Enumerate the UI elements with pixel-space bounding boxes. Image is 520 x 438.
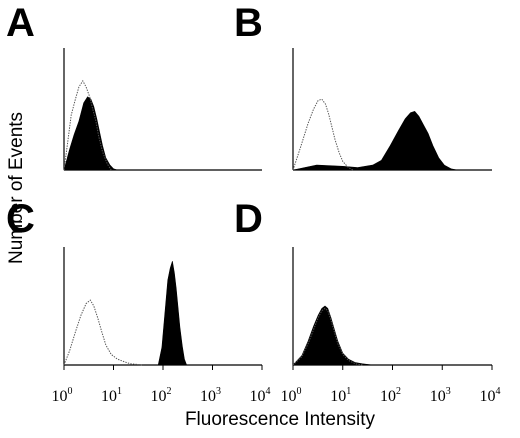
x-tick-label: 101 (330, 386, 351, 405)
panel-b: B (234, 1, 492, 171)
panel-letter: A (6, 1, 35, 45)
panel-letter: D (234, 197, 263, 241)
panel-c: C 100 101 102 103 104 (6, 197, 271, 405)
x-tick-label: 101 (101, 386, 122, 405)
x-tick-label: 100 (52, 386, 73, 405)
control-histogram-outline (63, 299, 144, 366)
x-tick-label: 104 (480, 386, 501, 405)
y-axis-title: Number of Events (6, 112, 27, 264)
filled-histogram (292, 111, 458, 171)
panel-d: D 100 101 102 103 104 (234, 197, 501, 405)
control-histogram-outline (292, 98, 354, 171)
control-histogram-outline (292, 307, 363, 366)
panel-letter: C (6, 197, 35, 241)
x-tick-label: 100 (281, 386, 302, 405)
panel-a: A (6, 1, 262, 171)
x-tick-label: 103 (200, 386, 221, 405)
filled-histogram (157, 261, 188, 366)
x-axis-title: Fluorescence Intensity (185, 409, 376, 430)
filled-histogram (63, 96, 118, 171)
x-tick-label: 103 (430, 386, 451, 405)
panels-layer: A B C 100 101 102 103 104 D 100 101 102 103 104 (6, 1, 501, 405)
x-tick-label: 102 (151, 386, 172, 405)
filled-histogram (292, 305, 373, 366)
control-histogram-outline (63, 79, 112, 171)
x-tick-label: 102 (380, 386, 401, 405)
x-tick-label: 104 (250, 386, 271, 405)
panel-letter: B (234, 1, 263, 45)
